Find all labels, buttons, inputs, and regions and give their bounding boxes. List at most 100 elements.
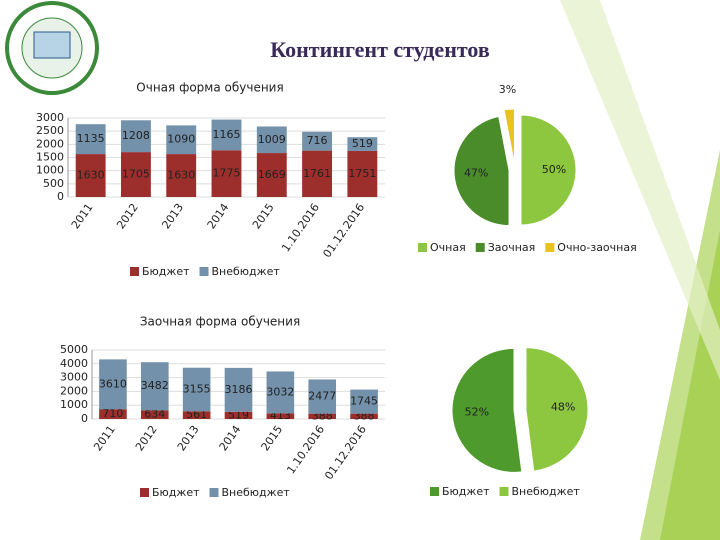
bar-segment [350,413,378,419]
bar-segment [211,119,242,151]
value-label: 3% [499,83,516,96]
bar-segment [120,152,151,197]
legend-swatch [545,243,555,252]
x-tick-label: 2015 [259,423,286,453]
x-tick-label: 1.10.2016 [284,423,327,476]
legend-swatch [499,487,509,496]
value-label: 52% [465,406,489,419]
value-label: 1745 [350,395,378,408]
y-tick-label: 2000 [36,137,64,150]
value-label: 634 [144,408,165,421]
bar-segment [211,150,242,197]
pie-slice [503,108,515,165]
x-tick-label: 2013 [175,423,202,453]
bar-segment [256,126,287,154]
bar-segment [308,413,337,419]
x-tick-label: 2011 [91,423,118,453]
x-tick-label: 2015 [250,201,277,231]
bar-segment [75,154,106,197]
x-tick-label: 2013 [159,201,186,231]
logo-building [33,31,71,59]
value-label: 3032 [266,385,294,398]
bar-segment [302,150,333,197]
bar-segment [99,359,127,410]
legend-swatch [130,267,139,276]
bar-segment [140,410,169,419]
legend-label: Бюджет [442,485,490,498]
slide-title: Контингент студентов [270,37,490,62]
value-label: 1630 [77,169,105,182]
bar-segment [350,389,378,414]
value-label: 50% [542,163,566,176]
bar-segment [140,362,169,411]
bar-segment [347,150,378,197]
bar-segment [266,413,295,419]
value-label: 561 [186,408,207,421]
value-label: 3482 [141,379,169,392]
legend-label: Бюджет [142,265,190,278]
value-label: 1630 [167,169,195,182]
bar-segment [347,137,378,151]
bar-segment [75,124,106,155]
pie-slice [525,347,589,472]
pie-slice [451,347,523,473]
x-tick-label: 01.12.2016 [322,423,369,482]
legend-label: Очная [430,241,466,254]
value-label: 2477 [308,390,336,403]
bar-segment [120,120,151,153]
value-label: 47% [464,167,488,180]
value-label: 1009 [258,133,286,146]
value-label: 1090 [167,133,195,146]
y-tick-label: 4000 [60,357,88,370]
chart-title: Очная форма обучения [136,81,283,95]
value-label: 1751 [348,167,376,180]
y-tick-label: 1000 [60,398,88,411]
bar-segment [166,125,197,155]
legend-label: Внебюджет [222,486,291,499]
bar-segment [166,154,197,197]
legend-label: Заочная [488,241,536,254]
x-tick-label: 2014 [217,423,244,453]
y-tick-label: 5000 [60,343,88,356]
value-label: 1761 [303,167,331,180]
bar-segment [224,367,253,412]
y-tick-label: 2000 [60,384,88,397]
x-tick-label: 2012 [114,201,141,231]
legend-swatch [199,267,209,276]
bar-segment [308,379,337,414]
decor-stripe [560,0,720,380]
value-label: 1165 [213,128,241,141]
legend-swatch [430,487,439,496]
legend-swatch [475,243,485,252]
value-label: 716 [307,134,328,147]
bar-segment [224,411,253,419]
y-tick-label: 0 [57,190,64,203]
value-label: 1705 [122,168,150,181]
x-tick-label: 2014 [205,201,232,231]
y-tick-label: 0 [81,412,88,425]
value-label: 3610 [99,377,127,390]
legend-label: Внебюджет [212,265,281,278]
value-label: 519 [352,137,373,150]
bar-segment [302,131,333,151]
legend-swatch [209,488,219,497]
y-tick-label: 3000 [36,111,64,124]
value-label: 1775 [213,167,241,180]
y-tick-label: 1500 [36,151,64,164]
bar-segment [182,367,211,412]
x-tick-label: 1.10.2016 [279,201,322,254]
y-tick-label: 500 [43,177,64,190]
bar-segment [99,409,127,419]
legend-label: Бюджет [152,486,200,499]
chart-title: Заочная форма обучения [140,315,300,329]
legend-label: Очно-заочная [557,241,636,254]
legend-swatch [418,243,427,252]
value-label: 3186 [225,383,253,396]
value-label: 710 [102,407,123,420]
legend-label: Внебюджет [512,485,581,498]
bar-segment [266,371,295,414]
value-label: 1208 [122,129,150,142]
bar-segment [182,411,211,419]
value-label: 48% [551,400,575,413]
